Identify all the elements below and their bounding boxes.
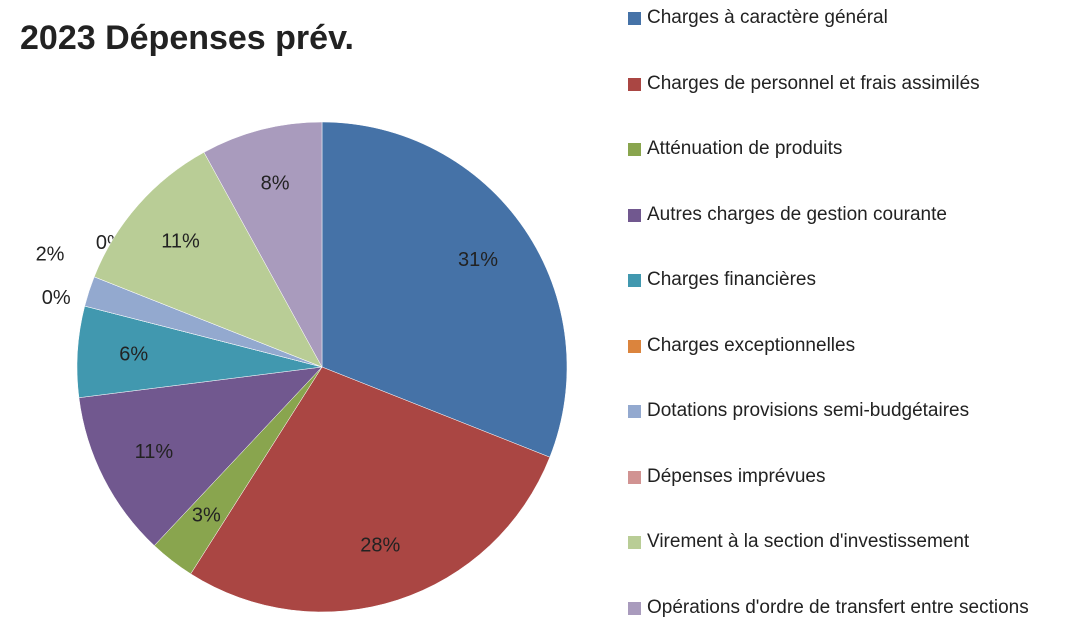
legend-swatch	[628, 536, 641, 549]
legend-item: Virement à la section d'investissement	[628, 530, 1087, 596]
data-label: 6%	[119, 343, 148, 365]
legend-label: Charges de personnel et frais assimilés	[647, 72, 980, 94]
legend-item: Atténuation de produits	[628, 137, 1087, 203]
legend-item: Charges financières	[628, 268, 1087, 334]
legend-swatch	[628, 405, 641, 418]
chart-title: 2023 Dépenses prév.	[20, 19, 354, 57]
legend-swatch	[628, 12, 641, 25]
pie-slice	[321, 121, 568, 458]
legend-swatch	[628, 143, 641, 156]
pie-slice	[78, 366, 323, 546]
legend-label: Dotations provisions semi-budgétaires	[647, 400, 970, 421]
legend-item: Charges exceptionnelles	[628, 334, 1087, 400]
pie-slice	[203, 121, 323, 368]
legend-swatch	[628, 601, 641, 615]
legend-item: Autres charges de gestion courante	[628, 203, 1087, 269]
legend-swatch	[628, 274, 641, 287]
legend-label: Opérations d'ordre de transfert entre se…	[647, 596, 1029, 618]
pie-slice	[190, 366, 551, 613]
data-label: 31%	[458, 249, 498, 271]
legend-item: Charges à caractère général	[628, 6, 1087, 72]
legend-swatch	[628, 77, 641, 91]
legend-swatch	[628, 339, 641, 353]
data-label: 3%	[192, 504, 221, 526]
legend-label: Autres charges de gestion courante	[647, 203, 947, 225]
legend-swatch	[628, 208, 641, 222]
data-label: 28%	[360, 535, 400, 557]
data-label: 0%	[42, 287, 71, 309]
legend-label: Dépenses imprévues	[647, 465, 826, 487]
legend-item: Charges de personnel et frais assimilés	[628, 72, 1087, 138]
legend: Charges à caractère général Charges de pe…	[628, 6, 1087, 643]
legend-label: Charges à caractère général	[647, 7, 888, 28]
data-label: 11%	[135, 441, 174, 463]
data-label: 2%	[36, 244, 65, 266]
legend-label: Atténuation de produits	[647, 138, 843, 159]
data-label: 11%	[161, 231, 200, 253]
legend-label: Charges exceptionnelles	[647, 334, 856, 356]
legend-swatch	[628, 470, 641, 484]
legend-item: Dépenses imprévues	[628, 465, 1087, 531]
pie-slice	[93, 151, 323, 368]
data-label: 8%	[261, 173, 290, 195]
pie-area: 2023 Dépenses prév. 31%28%3%11%6%0%2%0% 1…	[20, 19, 568, 613]
legend-label: Virement à la section d'investissement	[647, 531, 970, 552]
legend-item: Opérations d'ordre de transfert entre se…	[628, 596, 1087, 643]
legend-label: Charges financières	[647, 269, 816, 290]
legend-item: Dotations provisions semi-budgétaires	[628, 399, 1087, 465]
